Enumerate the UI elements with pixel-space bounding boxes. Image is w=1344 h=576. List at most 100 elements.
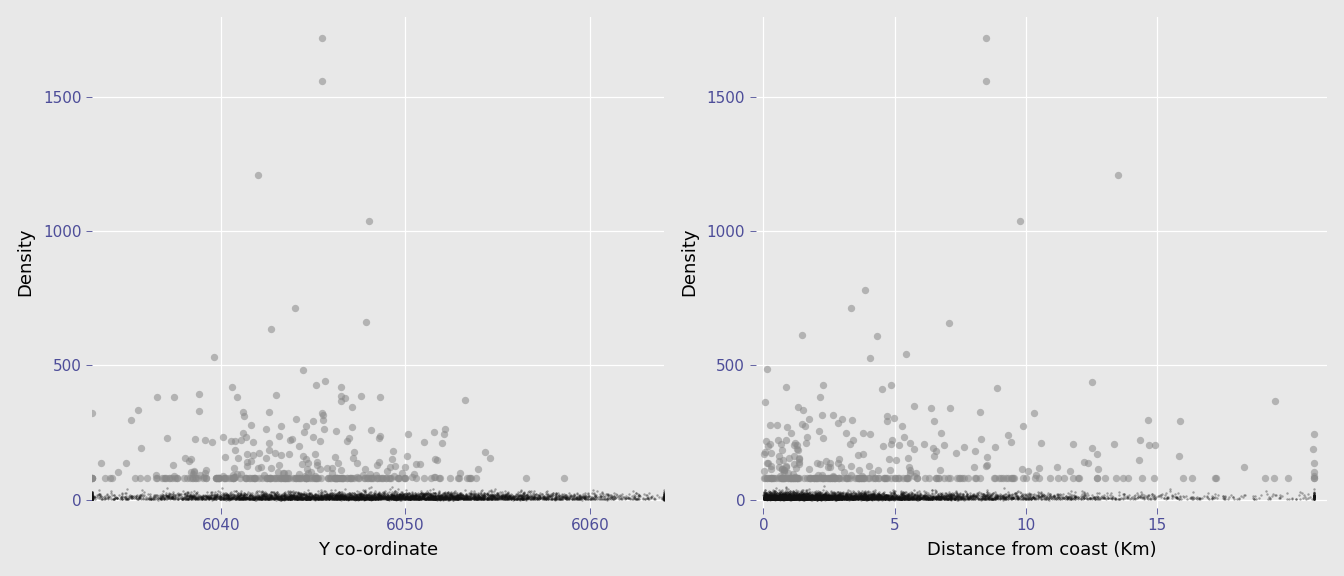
Point [1074, 494, 1095, 503]
Point [379, 495, 401, 504]
Point [874, 493, 895, 502]
Point [367, 494, 388, 503]
Point [790, 495, 812, 504]
Point [417, 494, 438, 503]
Point [1020, 489, 1042, 498]
Point [353, 493, 375, 502]
Point [767, 494, 789, 503]
Point [852, 493, 874, 502]
Point [797, 494, 818, 503]
Point [421, 493, 442, 502]
Point [794, 492, 816, 501]
Point [773, 465, 794, 475]
Point [290, 489, 312, 498]
Point [305, 492, 327, 501]
Point [265, 492, 286, 502]
Point [797, 494, 818, 503]
Point [777, 495, 798, 504]
Point [356, 494, 378, 503]
Point [763, 491, 785, 501]
Point [485, 491, 507, 500]
Point [313, 493, 335, 502]
Point [101, 490, 122, 499]
Point [814, 491, 836, 501]
Point [1063, 473, 1085, 483]
Point [810, 492, 832, 501]
Point [368, 491, 390, 501]
Point [938, 494, 960, 503]
Point [765, 492, 786, 502]
Point [286, 492, 308, 502]
Point [81, 494, 102, 503]
Point [199, 493, 220, 502]
Point [187, 494, 208, 503]
Point [309, 491, 331, 501]
Point [777, 494, 798, 503]
Point [335, 492, 356, 501]
Point [321, 493, 343, 502]
Point [880, 495, 902, 504]
Point [653, 494, 675, 503]
Point [781, 473, 802, 482]
Point [413, 491, 434, 500]
Point [775, 495, 797, 504]
Point [387, 494, 409, 503]
Point [789, 494, 810, 503]
Point [831, 494, 852, 503]
Point [802, 489, 824, 498]
Point [316, 494, 337, 503]
Point [817, 490, 839, 499]
Point [227, 492, 249, 502]
Point [238, 473, 259, 483]
Point [573, 493, 594, 502]
Point [495, 492, 516, 502]
Point [891, 493, 913, 502]
Point [81, 491, 102, 501]
Point [349, 494, 371, 503]
Point [434, 488, 456, 498]
Point [375, 492, 396, 502]
Point [761, 494, 782, 503]
Point [512, 489, 534, 498]
Point [349, 494, 371, 503]
Point [767, 495, 789, 504]
Point [790, 491, 812, 501]
Point [876, 491, 898, 500]
Point [798, 491, 820, 501]
Point [316, 492, 337, 502]
Point [290, 495, 312, 504]
Point [781, 491, 802, 500]
Point [914, 492, 935, 502]
Point [831, 494, 852, 503]
Point [259, 493, 281, 502]
Point [801, 491, 823, 500]
Point [765, 491, 786, 500]
Point [1003, 493, 1024, 502]
Point [348, 489, 370, 498]
Point [559, 491, 581, 501]
Point [797, 492, 818, 501]
Point [306, 494, 328, 503]
Point [857, 494, 879, 503]
Point [508, 490, 530, 499]
Point [523, 492, 544, 502]
Point [413, 490, 434, 499]
Point [312, 495, 333, 504]
Point [399, 494, 421, 503]
Point [427, 494, 449, 503]
Point [547, 495, 569, 504]
Point [285, 491, 306, 501]
Point [503, 493, 524, 502]
Point [259, 495, 281, 504]
Point [849, 494, 871, 503]
Point [601, 492, 622, 501]
Point [828, 491, 849, 500]
Point [758, 486, 780, 495]
Point [829, 492, 851, 501]
Point [259, 473, 281, 483]
Point [763, 492, 785, 502]
Point [653, 488, 675, 498]
Point [401, 492, 422, 501]
Point [840, 461, 862, 471]
Point [364, 494, 386, 503]
